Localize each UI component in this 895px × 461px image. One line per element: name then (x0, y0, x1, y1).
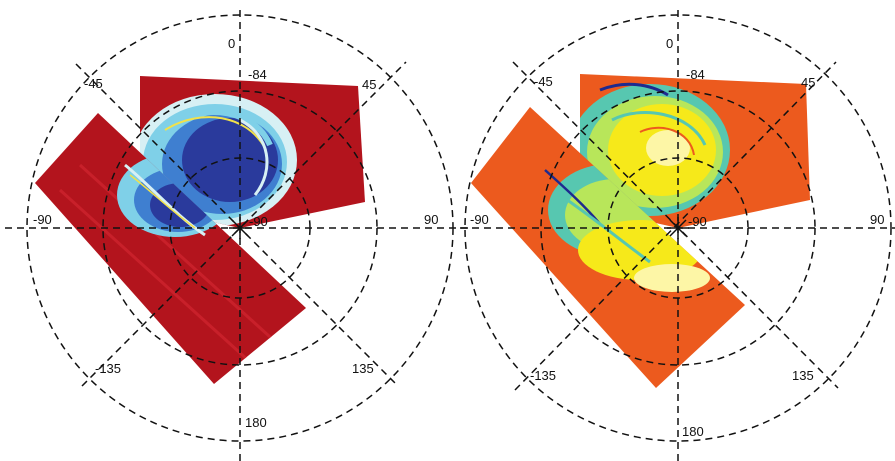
vortex-streak (239, 118, 269, 196)
lon-label-90: 90 (424, 212, 438, 227)
polar-map-left: 0 -84 -45 45 -90 -90 90 -135 135 180 (5, 10, 468, 461)
lon-label-135: 135 (792, 368, 814, 383)
polar-grid-left (5, 10, 468, 461)
lat-label-84: -84 (686, 67, 705, 82)
vortex-pale-band (634, 264, 710, 292)
labels-right: 0 -84 -45 45 -90 -90 90 -135 135 180 (470, 36, 884, 439)
lon-label-45: 45 (362, 77, 376, 92)
vortex-streak (611, 111, 707, 146)
lat-label-90: -90 (688, 214, 707, 229)
lon-label-m135: -135 (530, 368, 556, 383)
swath-lower-texture (58, 153, 292, 382)
vortex-streak (639, 126, 695, 156)
latitude-circle-outer (464, 14, 892, 442)
vortex-streak (124, 163, 206, 237)
lon-label-m45: -45 (84, 76, 103, 91)
lon-label-135: 135 (352, 361, 374, 376)
lon-label-45: 45 (801, 75, 815, 90)
lon-label-0: 0 (666, 36, 673, 51)
lon-label-m135: -135 (95, 361, 121, 376)
image-swath-lower (35, 113, 306, 384)
lat-label-84: -84 (248, 67, 267, 82)
vortex-streak (168, 109, 273, 147)
vortex-streak (164, 116, 267, 151)
lon-label-180: 180 (245, 415, 267, 430)
vortex-core (182, 118, 278, 202)
lon-label-90: 90 (870, 212, 884, 227)
lon-label-0: 0 (228, 36, 235, 51)
pole-marker-right (667, 217, 689, 239)
lat-label-90: -90 (249, 214, 268, 229)
lon-label-m45: -45 (534, 74, 553, 89)
pole-marker-left (229, 217, 251, 239)
lon-label-m90: -90 (470, 212, 489, 227)
swath-stripe (58, 188, 272, 382)
lon-label-m90: -90 (33, 212, 52, 227)
swath-stripe (78, 163, 292, 357)
lon-label-180: 180 (682, 424, 704, 439)
polar-map-right: 0 -84 -45 45 -90 -90 90 -135 135 180 (460, 10, 895, 461)
vortex-pale-eye (646, 130, 690, 166)
vortex-streak (129, 174, 196, 229)
labels-left: 0 -84 -45 45 -90 -90 90 -135 135 180 (33, 36, 438, 430)
meridian-135-315 (75, 63, 399, 387)
